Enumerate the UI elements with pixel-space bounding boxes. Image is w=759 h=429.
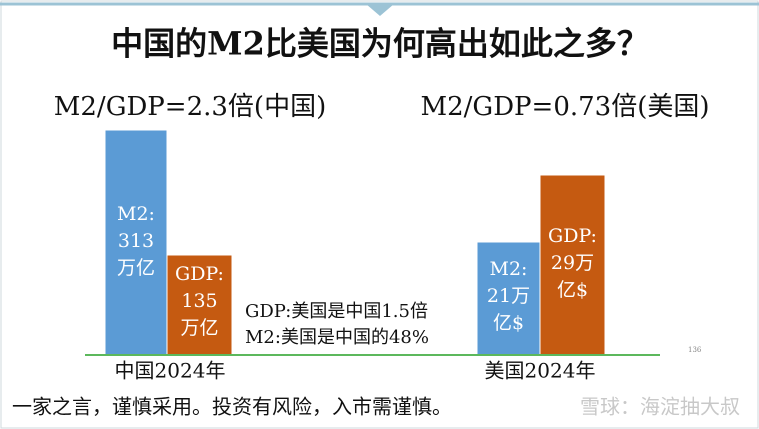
page-number: 136 [688,346,702,354]
bar-label: GDP: [548,225,597,247]
group-label: 中国2024年 [115,359,226,383]
footer: 一家之言，谨慎采用。投资有风险，入市需谨慎。 [12,395,452,419]
bar-label: 313 [118,230,154,252]
bar-label: GDP: [175,263,224,285]
bar-label: 135 [181,290,217,312]
top-notch [366,4,394,16]
group-label: 美国2024年 [485,359,596,383]
bar [476,241,541,356]
subtitle: M2/GDP=0.73倍(美国) [421,92,710,122]
bar-label: 万亿 [180,317,218,339]
bar-label: 亿$ [557,279,588,301]
note: GDP:美国是中国1.5倍 [245,301,428,322]
bar [166,254,233,356]
bar-label: M2: [490,258,528,280]
bar-label: 万亿 [117,257,155,279]
bar-label: 亿$ [493,312,524,334]
subtitle: M2/GDP=2.3倍(中国) [54,92,326,122]
bar-label: M2: [117,203,155,225]
watermark: 雪球：海淀抽大叔 [580,395,740,419]
bar [104,129,168,356]
note: M2:美国是中国的48% [245,327,429,348]
bar-label: 21万 [487,285,530,307]
bar [539,174,606,356]
bar-label: 29万 [551,252,594,274]
title: 中国的M2比美国为何高出如此之多？ [111,25,649,63]
